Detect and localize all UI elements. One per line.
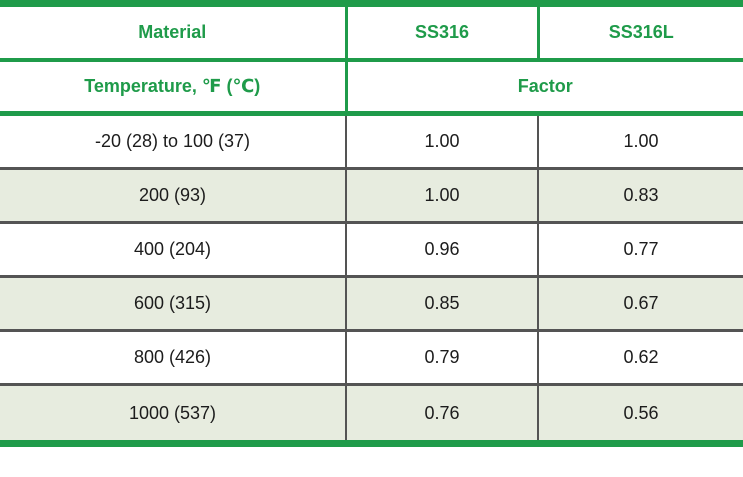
ss316l-factor-cell: 1.00 xyxy=(538,113,743,170)
table-row: 1000 (537) 0.76 0.56 xyxy=(0,384,743,444)
ss316-factor-cell: 0.76 xyxy=(346,384,539,444)
ss316-factor-cell: 1.00 xyxy=(346,113,539,170)
temperature-cell: -20 (28) to 100 (37) xyxy=(0,113,347,170)
derating-factor-table: Material SS316 SS316L Temperature, ℉ (℃)… xyxy=(0,0,743,447)
ss316l-factor-cell: 0.77 xyxy=(538,222,743,278)
header-row-temperature-factor: Temperature, ℉ (℃) Factor xyxy=(0,60,743,116)
temperature-cell: 1000 (537) xyxy=(0,384,347,444)
ss316-factor-cell: 0.85 xyxy=(346,276,539,332)
temperature-cell: 200 (93) xyxy=(0,168,347,224)
temperature-header-cell: Temperature, ℉ (℃) xyxy=(0,60,348,116)
table-row: 600 (315) 0.85 0.67 xyxy=(0,276,743,332)
ss316l-factor-cell: 0.83 xyxy=(538,168,743,224)
ss316-factor-cell: 0.96 xyxy=(346,222,539,278)
table-row: -20 (28) to 100 (37) 1.00 1.00 xyxy=(0,113,743,170)
ss316l-factor-cell: 0.67 xyxy=(538,276,743,332)
header-row-material: Material SS316 SS316L xyxy=(0,3,743,62)
ss316-factor-cell: 0.79 xyxy=(346,330,539,386)
table-row: 400 (204) 0.96 0.77 xyxy=(0,222,743,278)
ss316-header-cell: SS316 xyxy=(346,3,540,62)
ss316l-factor-cell: 0.62 xyxy=(538,330,743,386)
temperature-cell: 800 (426) xyxy=(0,330,347,386)
material-header-cell: Material xyxy=(0,3,348,62)
ss316l-factor-cell: 0.56 xyxy=(538,384,743,444)
table-row: 200 (93) 1.00 0.83 xyxy=(0,168,743,224)
temperature-cell: 600 (315) xyxy=(0,276,347,332)
temperature-cell: 400 (204) xyxy=(0,222,347,278)
factor-header-cell: Factor xyxy=(346,60,743,116)
ss316-factor-cell: 1.00 xyxy=(346,168,539,224)
table-row: 800 (426) 0.79 0.62 xyxy=(0,330,743,386)
ss316l-header-cell: SS316L xyxy=(538,3,743,62)
